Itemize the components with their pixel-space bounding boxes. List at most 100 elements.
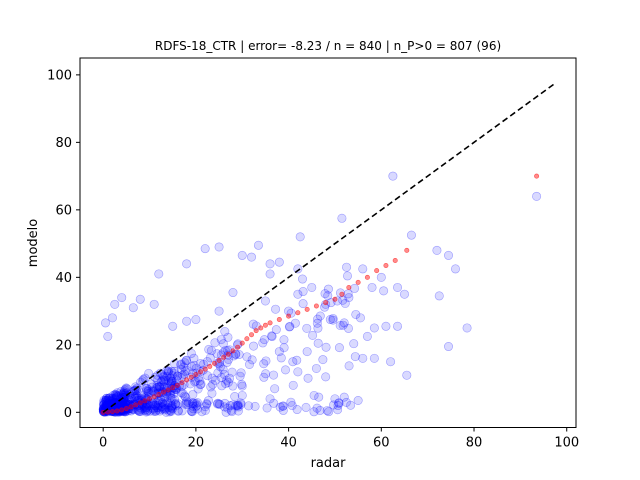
scatter-point — [298, 275, 306, 283]
scatter-point — [321, 373, 329, 381]
scatter-point — [351, 352, 359, 360]
y-tick-label: 80 — [55, 136, 72, 151]
quantile-point — [384, 263, 388, 267]
scatter-point — [182, 260, 190, 268]
quantile-point — [115, 409, 119, 413]
scatter-point — [104, 332, 112, 340]
quantile-point — [286, 314, 290, 318]
quantile-point — [305, 307, 309, 311]
scatter-point — [275, 258, 283, 266]
quantile-point — [129, 405, 133, 409]
quantile-point — [143, 399, 147, 403]
scatter-point — [174, 400, 182, 408]
quantile-point — [393, 258, 397, 262]
scatter-point — [340, 393, 348, 401]
scatter-point — [532, 192, 540, 200]
scatter-point — [173, 372, 181, 380]
scatter-point — [393, 322, 401, 330]
quantile-point — [208, 364, 212, 368]
quantile-point — [254, 328, 258, 332]
scatter-point — [215, 243, 223, 251]
quantile-point — [534, 174, 538, 178]
scatter-point — [247, 253, 255, 261]
quantile-point — [180, 380, 184, 384]
scatter-point — [238, 380, 246, 388]
scatter-point — [377, 273, 385, 281]
scatter-point — [225, 374, 233, 382]
scatter-point — [350, 339, 358, 347]
scatter-point — [254, 241, 262, 249]
scatter-point — [451, 265, 459, 273]
scatter-point — [345, 293, 353, 301]
scatter-point — [343, 272, 351, 280]
scatter-point — [293, 405, 301, 413]
scatter-point — [251, 402, 259, 410]
quantile-point — [175, 383, 179, 387]
y-tick-label: 40 — [55, 271, 72, 286]
scatter-point — [315, 393, 323, 401]
scatter-point — [314, 339, 322, 347]
quantile-point — [133, 403, 137, 407]
scatter-point — [261, 297, 269, 305]
quantile-point — [296, 311, 300, 315]
quantile-point — [217, 358, 221, 362]
scatter-point — [208, 380, 216, 388]
scatter-point — [393, 283, 401, 291]
scatter-point — [289, 381, 297, 389]
scatter-point — [261, 370, 269, 378]
scatter-point — [231, 392, 239, 400]
scatter-point — [310, 408, 318, 416]
scatter-point — [403, 371, 411, 379]
quantile-point — [189, 375, 193, 379]
scatter-point — [101, 319, 109, 327]
scatter-point — [389, 172, 397, 180]
quantile-point — [314, 304, 318, 308]
quantile-point — [365, 275, 369, 279]
quantile-point — [323, 300, 327, 304]
scatter-point — [346, 401, 354, 409]
scatter-point — [299, 299, 307, 307]
scatter-point — [314, 324, 322, 332]
quantile-point — [194, 372, 198, 376]
scatter-point — [216, 400, 224, 408]
quantile-point — [405, 248, 409, 252]
scatter-point — [218, 382, 226, 390]
scatter-point — [229, 288, 237, 296]
scatter-point — [308, 283, 316, 291]
scatter-point — [335, 343, 343, 351]
scatter-point — [118, 293, 126, 301]
quantile-point — [222, 355, 226, 359]
scatter-point — [188, 408, 196, 416]
scatter-point — [271, 305, 279, 313]
scatter-point — [345, 362, 353, 370]
scatter-point — [354, 396, 362, 404]
scatter-point — [192, 315, 200, 323]
scatter-point — [162, 367, 170, 375]
scatter-point — [270, 384, 278, 392]
scatter-point — [338, 214, 346, 222]
x-tick-label: 100 — [554, 436, 579, 451]
quantile-point — [166, 388, 170, 392]
scatter-point — [444, 342, 452, 350]
scatter-point — [312, 364, 320, 372]
scatter-point — [370, 354, 378, 362]
quantile-point — [198, 370, 202, 374]
scatter-point — [363, 332, 371, 340]
x-tick-label: 40 — [280, 436, 297, 451]
scatter-point — [211, 339, 219, 347]
scatter-point — [326, 315, 334, 323]
scatter-point — [308, 331, 316, 339]
quantile-point — [356, 280, 360, 284]
scatter-point — [201, 244, 209, 252]
scatter-point — [356, 314, 364, 322]
scatter-point — [169, 322, 177, 330]
scatter-point — [281, 366, 289, 374]
scatter-point — [238, 391, 246, 399]
scatter-point — [342, 263, 350, 271]
scatter-point — [111, 300, 119, 308]
y-tick-label: 100 — [47, 68, 72, 83]
y-tick-label: 60 — [55, 203, 72, 218]
scatter-point — [221, 327, 229, 335]
quantile-point — [374, 268, 378, 272]
